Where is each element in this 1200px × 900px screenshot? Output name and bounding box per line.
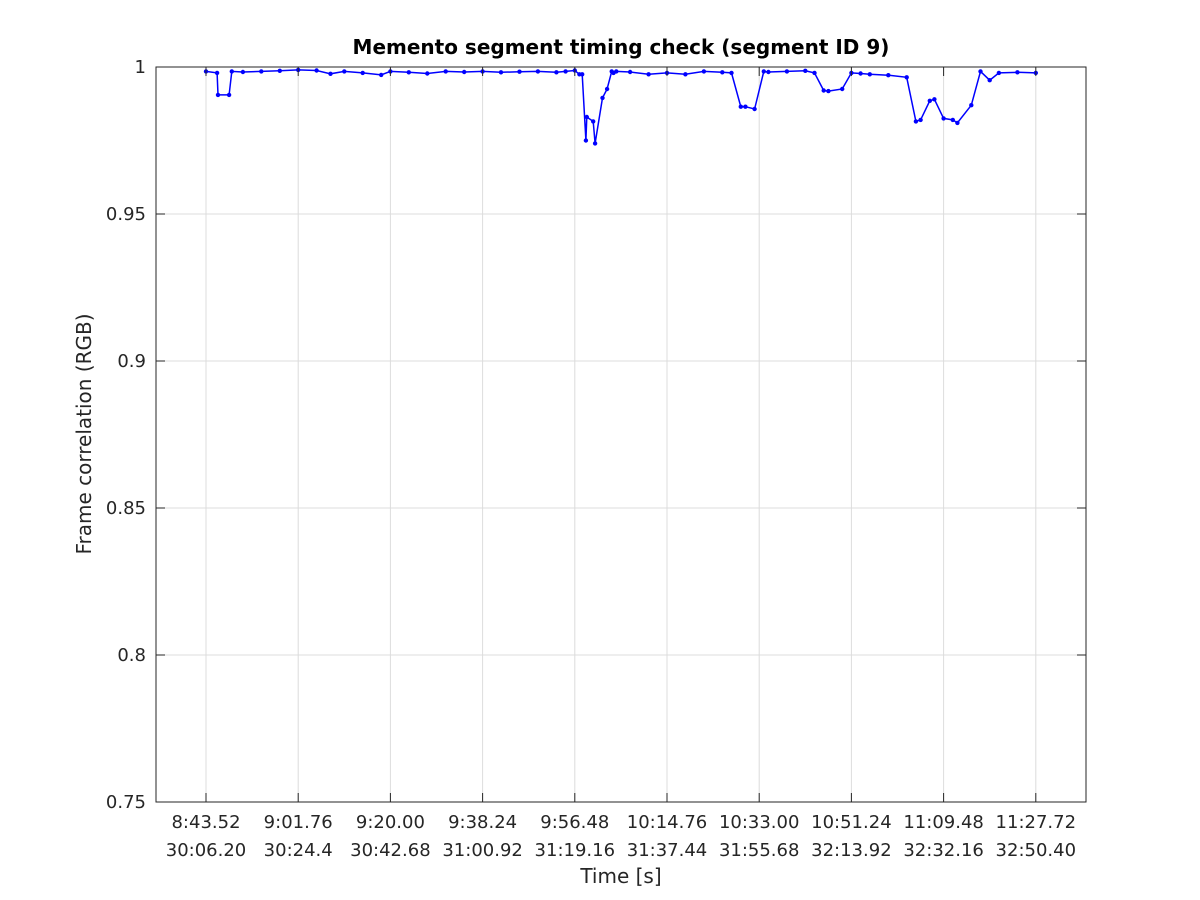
- x-tick-label-source-time: 32:50.40: [996, 840, 1077, 861]
- data-point: [904, 75, 909, 80]
- data-point: [1015, 70, 1020, 75]
- y-tick-label: 0.95: [106, 204, 146, 225]
- data-point: [886, 73, 891, 78]
- data-point: [627, 69, 633, 75]
- data-point: [821, 88, 826, 93]
- y-tick-label: 0.8: [117, 645, 146, 666]
- data-point: [443, 69, 448, 74]
- data-point: [950, 117, 955, 123]
- data-point: [858, 71, 863, 76]
- data-point: [535, 69, 541, 74]
- data-point: [591, 119, 596, 124]
- x-tick-label-time: 9:20.00: [356, 812, 425, 833]
- data-point: [955, 120, 960, 126]
- x-tick-label-time: 9:38.24: [448, 812, 517, 833]
- y-tick-label: 0.85: [106, 498, 146, 519]
- x-tick-label-source-time: 32:13.92: [811, 840, 892, 861]
- data-point: [840, 86, 845, 92]
- x-tick-label-source-time: 30:24.4: [264, 840, 333, 861]
- data-point: [425, 71, 430, 76]
- x-tick-label-time: 11:27.72: [996, 812, 1077, 833]
- data-point: [927, 98, 932, 104]
- data-point: [996, 70, 1002, 76]
- data-point: [729, 70, 734, 76]
- x-tick-label-time: 9:56.48: [540, 812, 609, 833]
- data-point: [563, 69, 568, 74]
- x-axis-label: Time [s]: [579, 864, 661, 888]
- data-point: [761, 69, 766, 74]
- x-tick-label-time: 8:43.52: [171, 812, 240, 833]
- data-point: [784, 69, 790, 74]
- plot-area: [156, 67, 1086, 802]
- data-point: [826, 88, 831, 94]
- data-point: [379, 72, 384, 78]
- y-tick-labels: 0.75 0.8 0.85 0.9 0.95 1: [106, 57, 146, 813]
- x-tick-label-source-time: 30:42.68: [350, 840, 431, 861]
- data-point: [342, 69, 347, 74]
- data-point: [978, 69, 983, 74]
- plot-frame: [155, 66, 1087, 803]
- data-point: [259, 69, 264, 74]
- data-point: [701, 69, 707, 74]
- data-point: [766, 69, 771, 75]
- y-axis-label: Frame correlation (RGB): [72, 313, 96, 554]
- y-tick-label: 0.75: [106, 792, 146, 813]
- x-tick-label-source-time: 31:55.68: [719, 840, 800, 861]
- data-point: [743, 104, 748, 109]
- data-point: [932, 97, 937, 102]
- x-tick-label-time: 10:33.00: [719, 812, 800, 833]
- data-point: [604, 86, 610, 92]
- grid-lines: [156, 67, 1086, 802]
- data-point: [969, 103, 974, 108]
- tick-marks: [156, 66, 1086, 803]
- data-point: [498, 70, 504, 75]
- y-tick-label: 0.9: [117, 351, 146, 372]
- data-point: [226, 92, 232, 98]
- data-point: [277, 68, 282, 74]
- data-point: [738, 104, 743, 109]
- x-tick-label-source-time: 30:06.20: [166, 840, 247, 861]
- data-point: [592, 141, 598, 146]
- x-tick-label-time: 10:51.24: [811, 812, 892, 833]
- data-point: [720, 70, 725, 75]
- data-point: [646, 72, 651, 77]
- data-point: [600, 95, 605, 101]
- data-point: [554, 70, 559, 75]
- x-tick-label-source-time: 32:32.16: [903, 840, 984, 861]
- x-tick-labels: 8:43.52 30:06.20 9:01.76 30:24.4 9:20.00 30:4…: [166, 812, 1076, 861]
- data-point: [328, 71, 333, 77]
- data-point: [406, 70, 411, 75]
- data-point: [867, 72, 872, 77]
- data-point: [614, 69, 619, 74]
- x-tick-label-time: 9:01.76: [264, 812, 333, 833]
- data-point: [517, 69, 522, 74]
- data-point: [941, 116, 946, 121]
- data-point: [462, 69, 467, 75]
- x-tick-label-source-time: 31:00.92: [442, 840, 523, 861]
- data-point: [240, 69, 246, 75]
- data-point: [214, 70, 220, 76]
- data-point: [803, 68, 808, 74]
- data-point: [360, 70, 365, 76]
- data-point: [913, 119, 919, 124]
- chart-title: Memento segment timing check (segment ID…: [353, 35, 890, 59]
- x-tick-label-time: 10:14.76: [627, 812, 708, 833]
- data-point: [583, 138, 589, 143]
- x-tick-label-source-time: 31:19.16: [535, 840, 616, 861]
- data-point: [584, 114, 589, 120]
- x-tick-label-time: 11:09.48: [903, 812, 984, 833]
- data-point: [752, 106, 757, 112]
- data-point: [215, 92, 221, 98]
- data-point: [812, 70, 817, 76]
- data-point: [987, 78, 992, 83]
- data-point: [683, 72, 688, 77]
- x-tick-label-source-time: 31:37.44: [627, 840, 708, 861]
- data-point: [229, 69, 234, 74]
- series-layer: [203, 67, 1039, 146]
- data-point: [314, 68, 319, 73]
- y-tick-label: 1: [135, 57, 146, 78]
- data-point: [918, 117, 923, 123]
- data-point: [580, 72, 585, 77]
